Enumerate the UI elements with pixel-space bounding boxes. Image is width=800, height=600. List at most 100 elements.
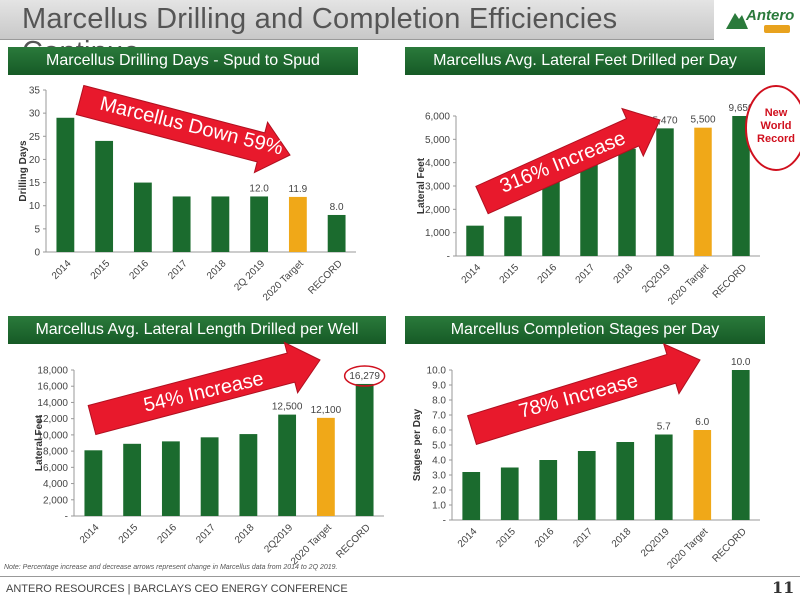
y-axis-label: Lateral Feet bbox=[416, 157, 427, 214]
y-tick-label: 18,000 bbox=[37, 366, 68, 377]
bar bbox=[539, 460, 558, 520]
y-tick-label: 2,000 bbox=[43, 495, 68, 506]
x-tick-label: RECORD bbox=[334, 522, 372, 560]
data-label: 8.0 bbox=[330, 202, 344, 213]
bar bbox=[654, 434, 673, 520]
y-axis-label: Lateral Feet bbox=[34, 414, 45, 471]
y-tick-label: 0 bbox=[34, 248, 40, 259]
arrow-shape bbox=[475, 107, 661, 215]
bar bbox=[616, 442, 635, 520]
x-tick-label: 2014 bbox=[456, 526, 480, 550]
completion-stages-chart: - 1.0 2.0 3.0 4.0 5.0 6.0 7.0 8.0 9.0 10.0 Stages p… bbox=[412, 343, 760, 571]
y-tick-label: 1,000 bbox=[425, 228, 450, 239]
mountain-icon bbox=[726, 13, 748, 29]
bar bbox=[84, 450, 103, 516]
callout-text: Record bbox=[757, 133, 795, 145]
y-tick-label: 4,000 bbox=[425, 158, 450, 169]
bar bbox=[577, 451, 596, 520]
y-tick-label: 10 bbox=[29, 201, 41, 212]
arrow-shape bbox=[87, 341, 321, 436]
bar bbox=[500, 467, 519, 520]
chart3-title: Marcellus Avg. Lateral Length Drilled pe… bbox=[8, 316, 386, 344]
data-label: 5.7 bbox=[657, 422, 671, 433]
y-tick-label: 5 bbox=[34, 224, 40, 235]
x-tick-label: 2016 bbox=[533, 526, 557, 550]
data-label: 10.0 bbox=[731, 357, 751, 368]
data-label: 9,650 bbox=[728, 103, 753, 114]
bar bbox=[656, 128, 674, 256]
bar bbox=[200, 437, 219, 516]
y-tick-label: 10,000 bbox=[37, 430, 68, 441]
chart1-title: Marcellus Drilling Days - Spud to Spud bbox=[8, 47, 358, 75]
x-tick-label: 2016 bbox=[127, 258, 151, 282]
arrow-label: 316% Increase bbox=[497, 127, 629, 197]
bar bbox=[731, 370, 750, 520]
bar bbox=[95, 140, 114, 252]
x-tick-label: 2015 bbox=[117, 522, 141, 546]
y-tick-label: 6,000 bbox=[43, 463, 68, 474]
page-number: 11 bbox=[772, 578, 795, 597]
x-tick-label: 2020 Target bbox=[261, 258, 306, 303]
x-tick-label: 2017 bbox=[194, 522, 218, 546]
callout-text: World bbox=[761, 120, 792, 132]
x-tick-label: 2016 bbox=[536, 262, 560, 286]
x-tick-label: 2014 bbox=[50, 258, 74, 282]
bar bbox=[580, 149, 598, 256]
bar bbox=[250, 196, 269, 252]
y-tick-label: 20 bbox=[29, 155, 41, 166]
x-tick-label: 2015 bbox=[89, 258, 113, 282]
bar bbox=[693, 430, 712, 520]
y-tick-label: 8.0 bbox=[432, 396, 446, 407]
y-tick-label: 3.0 bbox=[432, 471, 446, 482]
y-tick-label: 5,000 bbox=[425, 135, 450, 146]
y-tick-label: 14,000 bbox=[37, 398, 68, 409]
y-tick-label: 3,000 bbox=[425, 182, 450, 193]
x-tick-label: 2Q2019 bbox=[639, 526, 672, 559]
bar bbox=[327, 214, 346, 252]
bar bbox=[694, 127, 712, 256]
record-circle bbox=[343, 365, 386, 387]
x-tick-label: 2020 Target bbox=[289, 522, 334, 567]
bar bbox=[123, 443, 142, 516]
x-tick-label: 2017 bbox=[166, 258, 190, 282]
bar bbox=[211, 196, 230, 252]
bar bbox=[732, 116, 750, 256]
x-tick-label: 2Q 2019 bbox=[232, 258, 267, 293]
x-tick-label: 2020 Target bbox=[666, 262, 711, 307]
y-tick-label: 12,000 bbox=[37, 414, 68, 425]
y-tick-label: 4,000 bbox=[43, 479, 68, 490]
footer-note: Note: Percentage increase and decrease a… bbox=[4, 564, 338, 571]
drilling-days-chart: 0 5 10 15 20 25 30 35 Drilling Days 2014 2015 2016 2… bbox=[18, 84, 356, 303]
data-label: 11.9 bbox=[289, 184, 308, 195]
bar bbox=[355, 383, 374, 516]
y-tick-label: 10.0 bbox=[427, 366, 447, 377]
data-label: 5,470 bbox=[652, 115, 677, 126]
bar bbox=[618, 148, 636, 256]
arrow-shape bbox=[75, 84, 291, 174]
bar bbox=[462, 472, 481, 520]
bar bbox=[466, 225, 484, 256]
footer-bar bbox=[0, 576, 800, 600]
y-tick-label: 4.0 bbox=[432, 456, 446, 467]
x-tick-label: RECORD bbox=[711, 262, 749, 300]
logo-badge bbox=[764, 25, 790, 33]
bar bbox=[316, 417, 335, 516]
x-tick-label: 2Q2019 bbox=[262, 522, 295, 555]
x-tick-label: 2Q2019 bbox=[640, 262, 673, 295]
lateral-length-per-well-chart: - 2,000 4,000 6,000 8,000 10,000 12,000 14,000 1… bbox=[34, 341, 386, 567]
x-tick-label: 2020 Target bbox=[665, 526, 710, 571]
y-tick-label: 9.0 bbox=[432, 381, 446, 392]
x-tick-label: RECORD bbox=[306, 258, 344, 296]
x-tick-label: 2018 bbox=[233, 522, 257, 546]
bar bbox=[239, 434, 258, 516]
chart4-title: Marcellus Completion Stages per Day bbox=[405, 316, 765, 344]
bar bbox=[542, 175, 560, 256]
y-tick-label: 7.0 bbox=[432, 411, 446, 422]
x-tick-label: 2018 bbox=[612, 262, 636, 286]
y-tick-label: - bbox=[443, 516, 446, 527]
footer-text: ANTERO RESOURCES | BARCLAYS CEO ENERGY C… bbox=[6, 583, 348, 595]
y-tick-label: - bbox=[65, 512, 68, 523]
y-axis-label: Stages per Day bbox=[412, 408, 423, 481]
y-tick-label: 25 bbox=[29, 132, 41, 143]
